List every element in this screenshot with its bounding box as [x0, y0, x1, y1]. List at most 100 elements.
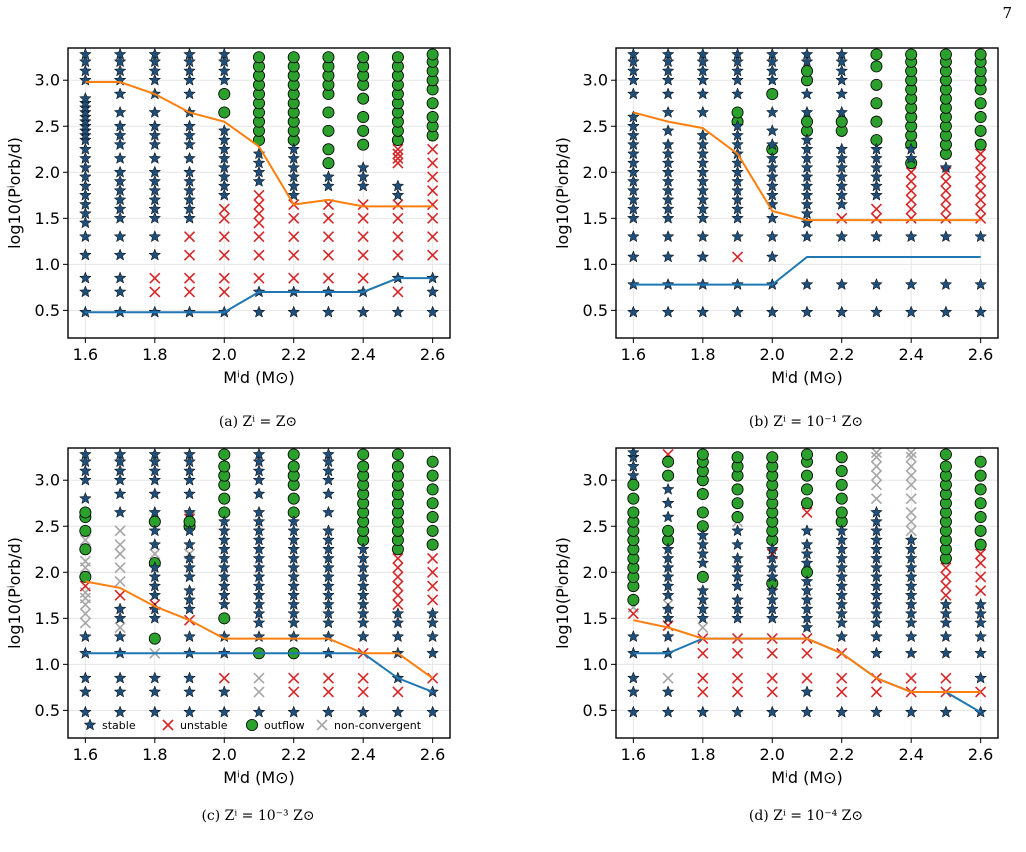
- nonconvergent-marker-stroke: [905, 448, 917, 459]
- stable-marker: [287, 597, 301, 610]
- stable-marker: [183, 211, 196, 224]
- stable-marker: [183, 128, 196, 141]
- unstable-marker-stroke: [975, 548, 987, 560]
- outflow-marker: [870, 97, 883, 110]
- stable-marker: [391, 607, 405, 620]
- outflow-marker: [905, 48, 918, 61]
- outflow-marker: [391, 51, 404, 64]
- stable-marker: [79, 705, 92, 718]
- stable-marker: [217, 560, 231, 574]
- y-tick-label: 2.5: [35, 117, 60, 136]
- stable-marker: [661, 230, 675, 243]
- stable-marker: [800, 705, 814, 718]
- stable-marker: [627, 450, 640, 463]
- upper-boundary-line: [633, 619, 981, 693]
- x-tick-label: 1.6: [73, 745, 98, 764]
- unstable-marker: [870, 212, 883, 224]
- stable-marker: [148, 560, 162, 574]
- unstable-marker: [975, 166, 987, 178]
- stable-marker: [287, 170, 301, 183]
- outflow-marker: [974, 138, 987, 151]
- stable-marker: [217, 514, 231, 528]
- stable-marker: [696, 105, 710, 118]
- unstable-marker-stroke: [218, 203, 230, 215]
- stable-marker: [765, 188, 779, 201]
- stable-marker: [79, 197, 92, 210]
- stable-marker: [661, 510, 675, 523]
- stable-marker: [974, 277, 987, 291]
- mass-column: [696, 448, 710, 718]
- stable-marker: [835, 230, 849, 243]
- stable-marker: [356, 607, 370, 620]
- stable-marker: [79, 105, 92, 118]
- mass-column: [183, 48, 196, 318]
- unstable-marker: [801, 647, 813, 659]
- unstable-marker: [392, 152, 404, 165]
- stable-marker: [113, 87, 127, 100]
- unstable-marker: [427, 580, 439, 592]
- unstable-marker-stroke: [870, 686, 883, 698]
- nonconvergent-marker: [870, 479, 883, 491]
- stable-marker: [835, 160, 849, 174]
- stable-marker: [183, 505, 196, 518]
- unstable-marker-stroke: [218, 286, 230, 298]
- stable-marker: [835, 305, 849, 318]
- stable-marker: [627, 685, 640, 698]
- outflow-marker: [357, 51, 370, 64]
- stable-marker: [800, 160, 814, 174]
- stable-marker: [974, 646, 987, 659]
- nonconvergent-marker-stroke: [114, 525, 126, 537]
- stable-marker: [835, 55, 849, 68]
- unstable-marker: [905, 672, 917, 684]
- stable-marker: [661, 193, 675, 206]
- unstable-marker-stroke: [975, 557, 987, 569]
- unstable-marker: [253, 217, 265, 229]
- stable-marker: [696, 48, 710, 60]
- stable-marker: [870, 230, 883, 243]
- stable-marker: [870, 188, 883, 201]
- unstable-marker: [975, 571, 987, 583]
- outflow-marker: [696, 488, 709, 501]
- outflow-marker: [287, 460, 300, 473]
- stable-marker: [800, 593, 814, 606]
- stable-marker: [939, 705, 953, 718]
- unstable-marker: [253, 272, 265, 284]
- nonconvergent-marker: [870, 460, 883, 472]
- stable-marker: [148, 671, 162, 684]
- stable-marker: [79, 151, 92, 164]
- stable-marker: [113, 671, 127, 684]
- stable-marker: [939, 646, 953, 659]
- outflow-marker: [357, 448, 370, 461]
- outflow-marker: [835, 465, 848, 478]
- stable-marker: [79, 170, 92, 183]
- stable-marker: [835, 607, 849, 620]
- stable-marker: [627, 671, 640, 684]
- outflow-marker: [835, 492, 848, 505]
- outflow-marker: [835, 115, 848, 128]
- unstable-marker: [357, 672, 369, 684]
- stable-marker: [113, 505, 127, 518]
- unstable-marker-stroke: [392, 562, 404, 574]
- stable-marker: [79, 685, 92, 698]
- y-tick-label: 2.0: [35, 563, 60, 582]
- stable-marker: [835, 170, 849, 183]
- stable-marker: [627, 468, 640, 482]
- unstable-marker: [357, 198, 369, 211]
- unstable-marker-stroke: [905, 672, 917, 684]
- nonconvergent-marker: [870, 493, 883, 505]
- stable-marker: [661, 48, 675, 60]
- stable-marker: [765, 611, 779, 624]
- stable-marker: [148, 448, 162, 460]
- mass-column: [627, 448, 640, 718]
- stable-marker: [252, 174, 266, 187]
- unstable-marker: [731, 647, 744, 659]
- stable-marker: [661, 305, 675, 318]
- outflow-marker: [357, 138, 370, 151]
- stable-marker: [287, 570, 301, 583]
- stable-marker: [627, 137, 640, 151]
- outflow-marker: [426, 524, 439, 537]
- unstable-marker-stroke: [940, 672, 952, 684]
- unstable-marker: [975, 185, 987, 197]
- stable-marker: [148, 174, 162, 187]
- stable-marker: [252, 448, 266, 460]
